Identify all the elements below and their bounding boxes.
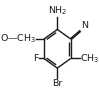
Text: O—CH$_3$: O—CH$_3$ (0, 33, 36, 45)
Text: F: F (33, 54, 38, 63)
Text: CH$_3$: CH$_3$ (80, 52, 99, 65)
Text: Br: Br (52, 79, 62, 88)
Text: NH$_2$: NH$_2$ (48, 4, 67, 17)
Text: N: N (81, 21, 88, 30)
